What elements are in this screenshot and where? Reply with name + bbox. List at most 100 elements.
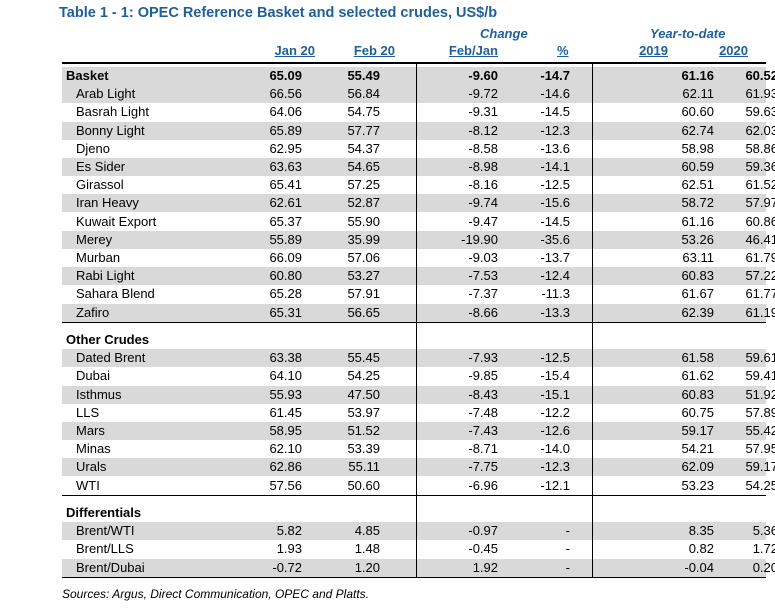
cell-value: -12.3 [540,122,570,138]
cell-value: 62.95 [269,140,302,156]
row-label: Differentials [66,505,142,520]
cell-value: 61.77 [745,286,775,302]
cell-value: -6.96 [468,477,498,493]
cell-value: 55.45 [347,350,380,366]
cell-value: 58.72 [681,195,714,211]
cell-value: -12.5 [540,350,570,366]
cell-value: 58.86 [745,140,775,156]
cell-value: 57.06 [347,250,380,265]
cell-value: -7.48 [468,404,498,420]
column-divider-right [592,62,593,577]
cell-value: 55.90 [347,213,380,229]
cell-value: - [565,523,570,539]
cell-value: -15.4 [540,368,570,384]
cell-value: 60.75 [681,404,714,420]
cell-value: 62.03 [745,122,775,138]
cell-value: 63.38 [269,350,302,366]
cell-value: 35.99 [347,231,380,247]
column-divider-left [416,62,417,577]
cell-value: -12.2 [540,404,570,420]
cell-value: 56.65 [347,304,380,320]
table-title: Table 1 - 1: OPEC Reference Basket and s… [59,5,498,21]
table-row: Basrah Light 64.06 54.75 -9.31 -14.5 60.60 59.… [62,103,775,121]
cell-value: 4.85 [354,523,380,539]
row-label: Arab Light [76,86,136,102]
cell-value: 62.09 [681,459,714,475]
cell-value: 56.84 [347,86,380,102]
cell-value: 54.75 [347,104,380,120]
cell-value: 1.48 [354,541,380,557]
cell-value: 62.74 [681,122,714,138]
basket-bottom-rule [62,322,766,323]
header-2020: 2020 [719,43,748,58]
header-feb-jan: Feb/Jan [448,43,498,58]
cell-value: - [565,559,570,575]
cell-value: -19.90 [461,231,498,247]
cell-value: 55.93 [269,386,302,402]
cell-value: -8.71 [468,441,498,457]
cell-value: 60.83 [681,386,714,402]
table-row: Girassol 65.41 57.25 -8.16 -12.5 62.51 61.52 [62,176,775,194]
cell-value: 5.36 [752,523,775,539]
cell-value: 54.37 [347,140,380,156]
cell-value: 60.60 [681,104,714,120]
cell-value: 55.42 [745,423,775,438]
cell-value: 58.98 [681,140,714,156]
cell-value: 62.51 [681,177,714,193]
row-label: LLS [76,404,100,420]
cell-value: -9.31 [468,104,498,120]
cell-value: -14.5 [540,104,570,120]
table-bottom-rule [62,576,766,578]
header-jan-20: Jan 20 [274,43,315,58]
cell-value: 54.65 [347,159,380,174]
cell-value: -15.6 [540,195,570,211]
cell-value: 59.36 [745,159,775,174]
table-row: Dubai 64.10 54.25 -9.85 -15.4 61.62 59.41 [62,367,775,385]
cell-value: -9.60 [468,68,498,83]
table-row: Djeno 62.95 54.37 -8.58 -13.6 58.98 58.86 [62,140,775,158]
cell-value: -14.0 [540,441,570,457]
cell-value: -7.93 [468,350,498,366]
cell-value: 66.56 [269,86,302,102]
row-label: Basket [66,68,109,83]
cell-value: 53.27 [347,268,380,284]
cell-value: 65.41 [269,177,302,193]
row-label: Brent/WTI [76,523,135,539]
cell-value: 53.39 [347,441,380,457]
cell-value: 61.19 [745,304,775,320]
cell-value: -7.75 [468,459,498,475]
table-row: Minas 62.10 53.39 -8.71 -14.0 54.21 57.95 [62,440,775,458]
row-label: Sahara Blend [76,286,155,302]
row-label: Mars [76,423,105,438]
cell-value: -7.43 [468,423,498,438]
row-label: WTI [76,477,100,493]
cell-value: 1.20 [354,559,380,575]
table-row: Brent/WTI 5.82 4.85 -0.97 - 8.35 5.36 [62,522,775,541]
cell-value: 61.16 [681,68,714,83]
cell-value: 60.52 [745,68,775,83]
row-label: Djeno [76,140,110,156]
cell-value: -35.6 [540,231,570,247]
row-label: Brent/LLS [76,541,134,557]
table-row: Merey 55.89 35.99 -19.90 -35.6 53.26 46.41 [62,230,775,249]
cell-value: 57.25 [347,177,380,193]
cell-value: -14.5 [540,213,570,229]
header-2019: 2019 [639,43,668,58]
cell-value: -12.5 [540,177,570,193]
row-label: Es Sider [76,159,126,174]
table-row: Murban 66.09 57.06 -9.03 -13.7 63.11 61.79 [62,249,775,267]
cell-value: -8.58 [468,140,498,156]
row-label: Isthmus [76,386,122,402]
row-label: Dated Brent [76,350,146,366]
cell-value: -14.1 [540,159,570,174]
differentials-heading: Differentials [62,504,766,522]
cell-value: -12.4 [540,268,570,284]
cell-value: 62.11 [682,86,714,102]
other-bottom-rule [62,495,766,496]
row-label: Zafiro [76,304,110,320]
cell-value: 64.06 [269,104,302,120]
cell-value: 1.72 [752,541,775,557]
table-row: Isthmus 55.93 47.50 -8.43 -15.1 60.83 51.92 [62,385,775,404]
cell-value: - [565,541,570,557]
table-row: Arab Light 66.56 56.84 -9.72 -14.6 62.11 61.93 [62,85,775,104]
